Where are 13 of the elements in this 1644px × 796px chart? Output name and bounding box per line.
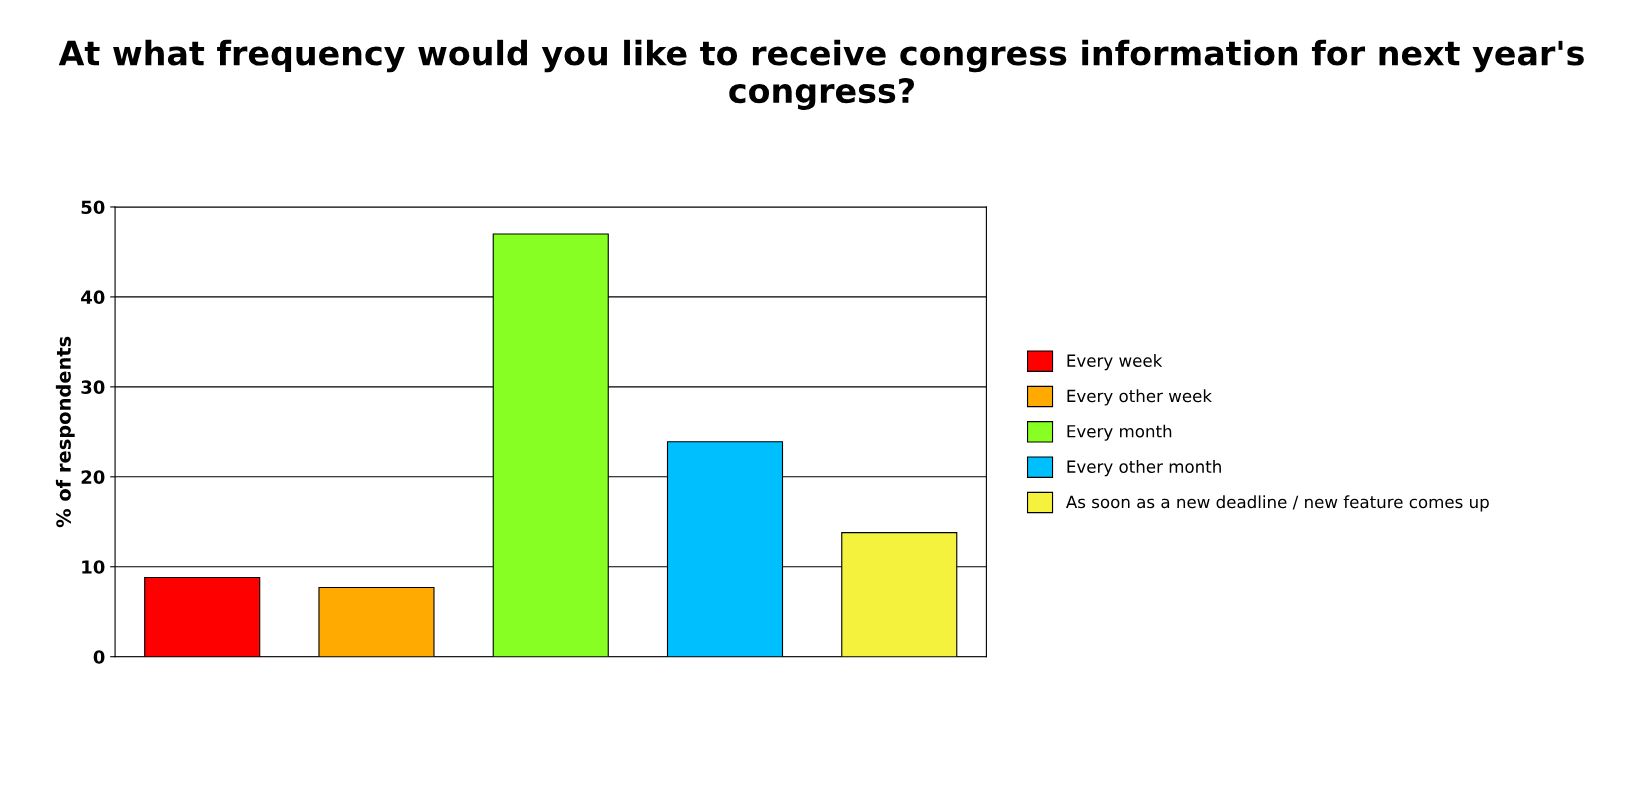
legend-label: Every other week (1067, 389, 1212, 406)
y-tick-label: 40 (81, 290, 105, 305)
y-tick-label: 10 (82, 560, 105, 574)
y-tick-label: 0 (93, 650, 105, 664)
legend-label: Every month (1067, 424, 1172, 441)
legend-label: As soon as a new deadline / new feature comes up (1066, 495, 1489, 512)
legend-label: Every week (1067, 354, 1163, 371)
y-axis-title: % of respondents (55, 336, 75, 528)
y-tick-label: 50 (81, 200, 105, 215)
legend-label: Every other month (1067, 460, 1221, 477)
y-tick-label: 20 (81, 470, 105, 484)
chart-title: At what frequency would you like to receive congress information for next year's congress? (58, 39, 1584, 110)
y-tick-label: 30 (81, 380, 105, 394)
